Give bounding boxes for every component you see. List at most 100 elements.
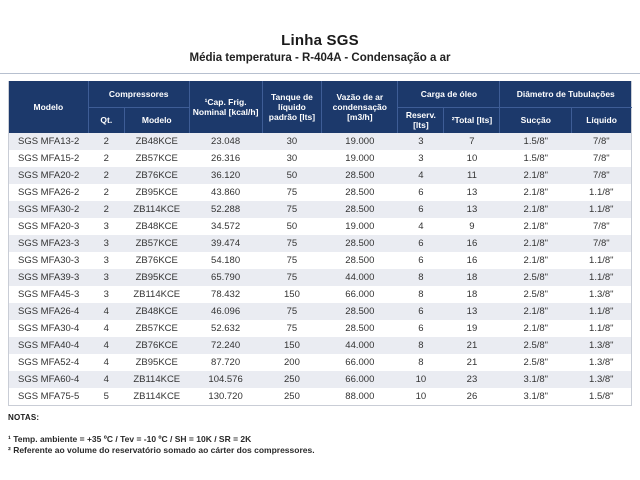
table-cell: 2 [103,187,109,198]
table-row: SGS MFA20-3 3 ZB48KCE 34.572 50 19.000 4 9 2.1/8… [8,218,632,235]
table-cell: 1.1/8" [589,255,614,266]
notes-section: NOTAS: ¹ Temp. ambiente = +35 ºC / Tev =… [8,413,632,456]
table-cell: 2.1/8" [523,238,549,249]
table-cell: 1.3/8" [589,289,614,300]
table-cell: 4 [103,306,109,317]
table-cell: 6 [418,255,424,266]
table-cell: 34.572 [211,221,241,232]
table-cell: 3 [418,153,424,164]
table-cell: 75 [286,255,298,266]
table-cell: ZB95KCE [135,272,178,283]
table-cell: 66.000 [345,357,375,368]
table-row: SGS MFA26-4 4 ZB48KCE 46.096 75 28.500 6 13 2.1/… [8,303,632,320]
table-cell: 6 [418,204,424,215]
table-cell: 23 [466,374,478,385]
table-cell: ZB48KCE [135,306,178,317]
title-block: Linha SGS Média temperatura - R-404A - C… [0,0,640,64]
table-cell: 2 [103,136,109,147]
table-row: SGS MFA30-2 2 ZB114KCE 52.288 75 28.500 6 13 2.1… [8,201,632,218]
table-cell: 8 [418,289,424,300]
table-row: SGS MFA60-4 4 ZB114KCE 104.576 250 66.000 10 23… [8,371,632,388]
table-row: SGS MFA52-4 4 ZB95KCE 87.720 200 66.000 8 21 2.5… [8,354,632,371]
table-cell: SGS MFA15-2 [17,153,80,164]
header-total: ²Total [lts] [443,106,501,133]
table-cell: 72.240 [211,340,241,351]
title-divider [0,73,640,74]
table-cell: SGS MFA45-3 [17,289,80,300]
table-cell: SGS MFA30-3 [17,255,80,266]
table-cell: 28.500 [345,323,375,334]
table-cell: 65.790 [211,272,241,283]
table-cell: ZB57KCE [135,153,178,164]
table-row: SGS MFA45-3 3 ZB114KCE 78.432 150 66.000 8 18 2.… [8,286,632,303]
table-cell: 30 [286,136,298,147]
table-cell: SGS MFA60-4 [17,374,80,385]
table-cell: 150 [284,289,300,300]
table-cell: SGS MFA30-4 [17,323,80,334]
table-cell: 8 [418,357,424,368]
table-cell: 2.5/8" [523,289,549,300]
table-row: SGS MFA13-2 2 ZB48KCE 23.048 30 19.000 3 7 1.5/8… [8,133,632,150]
table-cell: ZB114KCE [133,289,181,300]
table-cell: 7/8" [593,170,610,181]
header-group-compressores: Compressores [87,81,190,107]
table-cell: 1.1/8" [589,187,614,198]
table-cell: 13 [466,306,478,317]
table-cell: 30 [286,153,298,164]
table-cell: 28.500 [345,255,375,266]
table-cell: 1.3/8" [589,374,614,385]
header-qt: Qt. [87,106,125,133]
header-comp-modelo: Modelo [123,106,190,133]
table-cell: 75 [286,323,298,334]
page-title: Linha SGS [281,32,359,49]
table-cell: 66.000 [345,374,375,385]
table-cell: 75 [286,238,298,249]
table-cell: 8 [418,272,424,283]
table-cell: 36.120 [211,170,241,181]
table-cell: SGS MFA39-3 [17,272,80,283]
table-cell: ZB114KCE [133,204,181,215]
table-cell: 46.096 [211,306,241,317]
table-cell: ZB48KCE [135,136,178,147]
note-line-2: ² Referente ao volume do reservatório so… [8,445,315,455]
table-cell: 75 [286,272,298,283]
table-cell: 11 [467,170,477,181]
table-row: SGS MFA30-4 4 ZB57KCE 52.632 75 28.500 6 19 2.1/… [8,320,632,337]
table-cell: 2.1/8" [523,306,549,317]
table-cell: 3.1/8" [523,374,549,385]
table-cell: 10 [466,153,478,164]
table-cell: 7/8" [593,153,610,164]
table-cell: 52.288 [211,204,241,215]
table-cell: 19 [466,323,478,334]
table-cell: 1.1/8" [589,272,614,283]
table-cell: 2.1/8" [523,255,549,266]
table-cell: ZB76KCE [135,340,178,351]
notes-label: NOTAS: [8,413,40,422]
table-cell: SGS MFA20-2 [17,170,80,181]
table-cell: 104.576 [208,374,243,385]
table-cell: 19.000 [345,221,375,232]
header-tanque: Tanque de líquido padrão [lts] [261,81,323,133]
table-cell: 7 [469,136,475,147]
table-cell: 16 [466,238,478,249]
table-cell: ZB114KCE [133,374,181,385]
table-cell: 7/8" [593,221,610,232]
table-cell: 1.5/8" [523,153,549,164]
header-group-carga-oleo: Carga de óleo [397,81,501,107]
table-cell: 2.1/8" [523,221,549,232]
table-cell: 2.1/8" [523,187,549,198]
spec-table: Modelo Compressores ¹Cap. Frig. Nominal … [8,81,632,406]
table-cell: ZB95KCE [135,357,178,368]
table-row: SGS MFA20-2 2 ZB76KCE 36.120 50 28.500 4 11 2.1/… [8,167,632,184]
table-cell: 52.632 [211,323,241,334]
table-cell: SGS MFA23-3 [17,238,80,249]
table-cell: 3 [103,255,109,266]
header-reserv: Reserv. [lts] [397,106,445,133]
table-cell: 2.1/8" [523,170,549,181]
header-liquido: Líquido [571,106,632,133]
table-cell: 75 [286,187,298,198]
table-cell: 18 [466,289,478,300]
table-row: SGS MFA15-2 2 ZB57KCE 26.316 30 19.000 3 10 1.5/… [8,150,632,167]
table-cell: 6 [418,238,424,249]
table-cell: 4 [103,340,109,351]
